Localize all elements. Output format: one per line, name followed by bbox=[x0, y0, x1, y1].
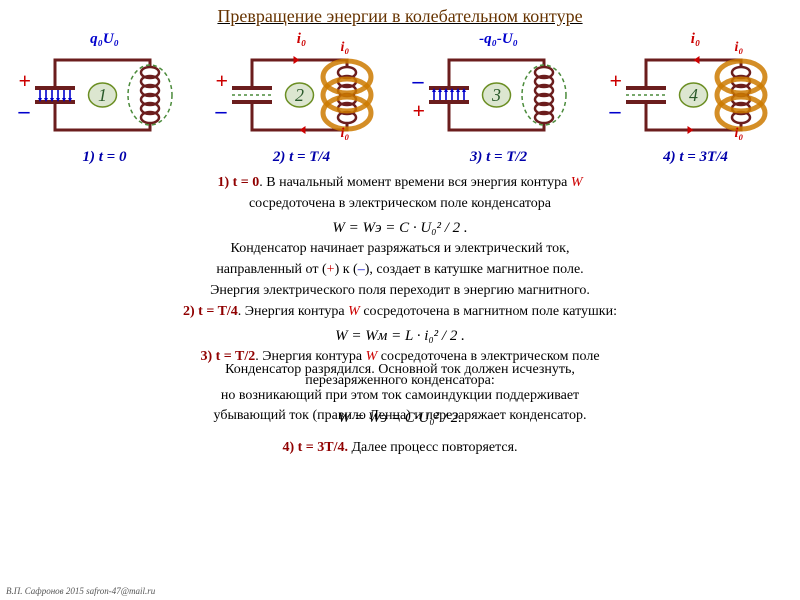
lc-diagram-2: 2+–i₀i₀i₀2) t = T/4 bbox=[212, 35, 392, 150]
diagram-row: 1+–q₀U₀1) t = 02+–i₀i₀i₀2) t = T/43+–-q₀… bbox=[0, 27, 800, 150]
svg-text:4: 4 bbox=[689, 85, 698, 105]
diagram-top-label: i₀ bbox=[691, 31, 700, 48]
plus-sign: + bbox=[610, 70, 623, 92]
diagram-top-label: i₀ bbox=[297, 31, 306, 48]
svg-text:3: 3 bbox=[491, 85, 501, 105]
current-label-bottom: i₀ bbox=[341, 126, 350, 142]
lc-diagram-4: 4+–i₀i₀i₀4) t = 3T/4 bbox=[606, 35, 786, 150]
minus-sign: – bbox=[413, 70, 424, 92]
diagram-caption: 4) t = 3T/4 bbox=[606, 149, 786, 166]
footer-credit: В.П. Сафронов 2015 safron-47@mail.ru bbox=[6, 586, 155, 596]
diagram-top-label: q₀U₀ bbox=[90, 31, 119, 48]
current-label-top: i₀ bbox=[735, 40, 744, 56]
svg-text:1: 1 bbox=[98, 85, 107, 105]
diagram-caption: 1) t = 0 bbox=[15, 149, 195, 166]
lc-diagram-3: 3+–-q₀-U₀3) t = T/2 bbox=[409, 35, 589, 150]
svg-text:2: 2 bbox=[295, 85, 304, 105]
minus-sign: – bbox=[610, 100, 621, 122]
diagram-caption: 2) t = T/4 bbox=[212, 149, 392, 166]
current-label-top: i₀ bbox=[341, 40, 350, 56]
minus-sign: – bbox=[216, 100, 227, 122]
minus-sign: – bbox=[19, 100, 30, 122]
diagram-caption: 3) t = T/2 bbox=[409, 149, 589, 166]
lc-diagram-1: 1+–q₀U₀1) t = 0 bbox=[15, 35, 195, 150]
page-title: Превращение энергии в колебательном конт… bbox=[0, 0, 800, 27]
diagram-top-label: -q₀-U₀ bbox=[479, 31, 518, 48]
plus-sign: + bbox=[19, 70, 32, 92]
plus-sign: + bbox=[413, 100, 426, 122]
formula-3: W = Wэ = C·U₀² / 2. bbox=[40, 408, 760, 428]
plus-sign: + bbox=[216, 70, 229, 92]
formula-1: W = Wэ = C · U₀² / 2 . bbox=[40, 218, 760, 238]
current-label-bottom: i₀ bbox=[735, 126, 744, 142]
formula-2: W = Wм = L · i₀² / 2 . bbox=[40, 326, 760, 346]
explanation-text: 1) t = 0. В начальный момент времени вся… bbox=[0, 150, 800, 457]
